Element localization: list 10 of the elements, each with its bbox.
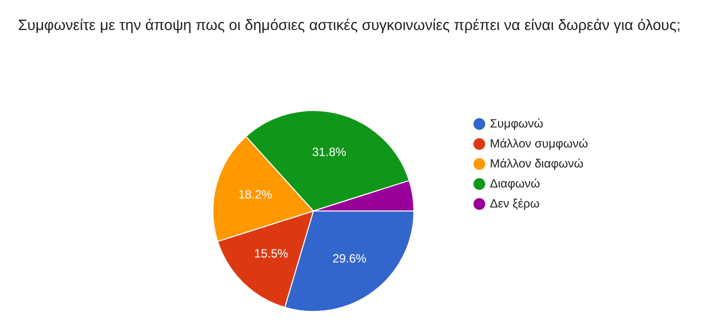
data-label: 29.6% — [332, 252, 367, 266]
legend-label: Δεν ξέρω — [490, 196, 540, 210]
data-label: 18.2% — [238, 188, 273, 202]
data-label: 15.5% — [254, 246, 289, 260]
legend-label: Συμφωνώ — [490, 116, 544, 130]
data-label: 31.8% — [312, 145, 346, 160]
legend-label: Μάλλον διαφωνώ — [490, 156, 584, 170]
legend-label: Διαφωνώ — [490, 176, 540, 190]
chart-title: Συμφωνείτε με την άποψη πως οι δημόσιες αστικές συγκοινωνίες πρέπει να είναι δωρεάν για όλους; — [18, 16, 682, 36]
legend-label: Μάλλον συμφωνώ — [490, 136, 588, 150]
